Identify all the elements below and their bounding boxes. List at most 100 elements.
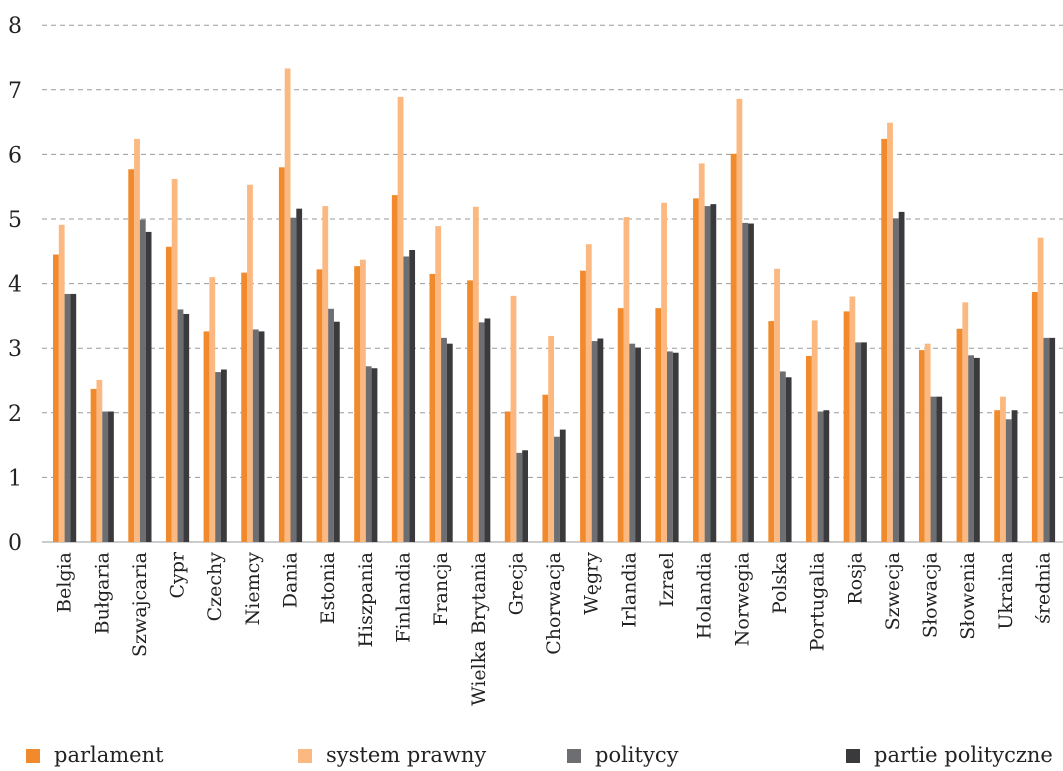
y-tick-label: 1 — [8, 466, 22, 491]
bar-parlament-polska — [768, 321, 775, 542]
legend: parlament system prawny politycy partie pol… — [26, 743, 1053, 767]
bar-parlament-niemcy — [241, 272, 248, 542]
bar-parlament-belgia — [53, 254, 59, 542]
bar-partie-polityczne-izrael — [672, 352, 679, 542]
bar-system-prawny-czechy — [209, 277, 216, 542]
legend-swatch — [26, 749, 40, 763]
bar-system-prawny-wegry — [585, 244, 592, 542]
bar-politycy-polska — [779, 371, 786, 542]
category-label: Ukraina — [995, 552, 1017, 630]
legend-item-parlament: parlament — [26, 743, 164, 767]
category-label: Norwegia — [731, 552, 753, 646]
bar-parlament-slowenia — [956, 328, 963, 542]
bar-parlament-francja — [429, 273, 436, 542]
bar-group-irlandia — [617, 217, 641, 542]
bar-partie-polityczne-niemcy — [258, 331, 265, 542]
category-label: Chorwacja — [543, 552, 565, 655]
y-tick-label: 6 — [8, 143, 22, 168]
bar-politycy-cypr — [177, 309, 184, 542]
bar-parlament-wegry — [580, 270, 586, 542]
bar-politycy-czechy — [215, 372, 221, 542]
y-tick-label: 3 — [8, 337, 22, 362]
bar-partie-polityczne-dania — [296, 208, 303, 542]
bar-politycy-wielka-brytania — [478, 322, 485, 542]
bar-system-prawny-szwecja — [887, 122, 893, 542]
category-label: Wielka Brytania — [468, 552, 490, 706]
bar-partie-polityczne-czechy — [221, 369, 227, 542]
legend-swatch — [567, 749, 581, 763]
bar-group-czechy — [203, 277, 227, 542]
bar-system-prawny-belgia — [58, 224, 65, 542]
bar-group-izrael — [655, 202, 679, 542]
bar-parlament-hiszpania — [354, 266, 360, 542]
bar-group-dania — [278, 68, 303, 542]
bar-politycy-belgia — [64, 293, 71, 542]
bar-group-bulgaria — [90, 379, 114, 542]
bar-parlament-wielka-brytania — [467, 280, 473, 542]
bar-group-polska — [768, 268, 792, 542]
category-label: Czechy — [204, 552, 226, 622]
bar-system-prawny-norwegia — [736, 98, 743, 542]
bar-group-holandia — [693, 163, 717, 542]
bar-system-prawny-holandia — [698, 163, 705, 542]
legend-item-politycy: politycy — [567, 743, 679, 767]
bar-system-prawny-portugalia — [811, 320, 818, 542]
bar-politycy-dania — [290, 217, 297, 542]
bar-system-prawny-szwajcaria — [134, 138, 140, 542]
bar-politycy-norwegia — [742, 222, 749, 542]
bar-politycy-slowenia — [968, 355, 974, 542]
bar-politycy-bulgaria — [102, 411, 109, 542]
bar-group-estonia — [316, 206, 340, 542]
category-label: Rosja — [844, 552, 866, 605]
bar-parlament-irlandia — [617, 308, 624, 542]
bar-group-portugalia — [806, 320, 830, 542]
bar-system-prawny-bulgaria — [96, 379, 103, 542]
bar-group-grecja — [504, 295, 528, 542]
bar-group-cypr — [165, 178, 190, 542]
bar-parlament-ukraina — [994, 410, 1001, 542]
bar-system-prawny-srednia — [1037, 237, 1044, 543]
bar-parlament-cypr — [165, 246, 172, 542]
bar-partie-polityczne-wegry — [597, 338, 604, 542]
bar-group-ukraina — [994, 396, 1018, 542]
bar-system-prawny-francja — [435, 226, 442, 543]
legend-swatch — [298, 749, 312, 763]
bar-partie-polityczne-irlandia — [635, 347, 641, 542]
bar-system-prawny-finlandia — [397, 96, 404, 542]
bar-parlament-rosja — [843, 311, 850, 542]
category-label: Hiszpania — [355, 552, 377, 648]
category-label: Szwajcaria — [129, 552, 151, 657]
bar-partie-polityczne-chorwacja — [559, 429, 566, 542]
y-tick-label: 4 — [8, 273, 22, 298]
bar-system-prawny-estonia — [322, 206, 329, 542]
bar-system-prawny-hiszpania — [360, 259, 366, 542]
bar-politycy-hiszpania — [365, 366, 372, 542]
bar-system-prawny-chorwacja — [548, 335, 555, 542]
bar-parlament-szwajcaria — [128, 169, 135, 542]
bar-politycy-ukraina — [1005, 419, 1012, 542]
category-label: Dania — [280, 552, 302, 608]
bar-partie-polityczne-polska — [785, 377, 792, 542]
category-label: Finlandia — [392, 552, 414, 643]
bar-group-norwegia — [730, 98, 754, 542]
bar-parlament-czechy — [203, 331, 210, 542]
bar-group-slowenia — [956, 302, 980, 542]
bar-partie-polityczne-szwajcaria — [145, 231, 152, 543]
bar-politycy-srednia — [1043, 337, 1050, 542]
category-label: średnia — [1033, 552, 1055, 624]
bar-system-prawny-polska — [774, 268, 780, 542]
y-tick-label: 7 — [8, 79, 22, 104]
bar-system-prawny-slowenia — [962, 302, 969, 542]
bar-partie-polityczne-szwecja — [898, 211, 905, 542]
bar-partie-polityczne-wielka-brytania — [484, 318, 491, 542]
bar-politycy-estonia — [328, 308, 334, 542]
category-label: Francja — [430, 552, 452, 626]
category-label: Irlandia — [618, 552, 640, 628]
category-label: Słowenia — [957, 552, 979, 640]
bars — [53, 68, 1056, 543]
bar-politycy-holandia — [704, 206, 711, 542]
bar-politycy-slowacja — [930, 396, 937, 542]
bar-partie-polityczne-estonia — [333, 321, 340, 542]
bar-partie-polityczne-slowacja — [936, 396, 943, 542]
